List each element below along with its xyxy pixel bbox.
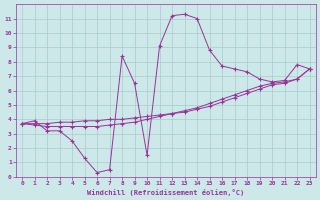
X-axis label: Windchill (Refroidissement éolien,°C): Windchill (Refroidissement éolien,°C) <box>87 189 244 196</box>
